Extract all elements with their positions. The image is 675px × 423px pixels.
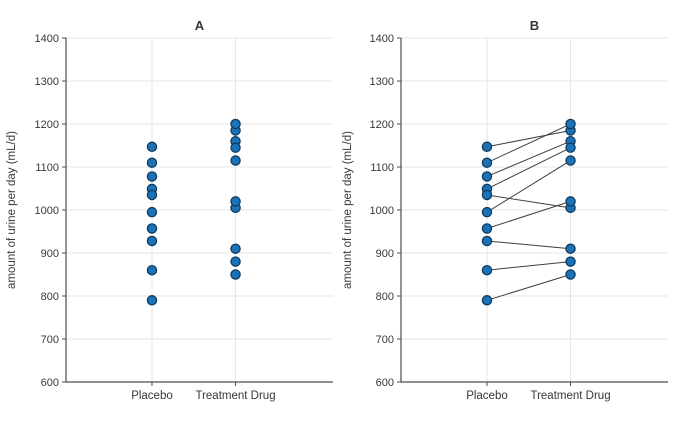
treatment-marker — [230, 118, 241, 130]
y-tick-label: 1100 — [370, 162, 394, 174]
x-tick-label: Placebo — [466, 390, 508, 402]
treatment-marker — [230, 142, 241, 153]
pair-line — [486, 200, 571, 229]
y-tick-label: 1400 — [35, 33, 59, 45]
y-axis-title: amount of urine per day (mL/d) — [6, 131, 18, 289]
pair-line — [486, 160, 571, 213]
y-tick-label: 900 — [376, 248, 394, 260]
pair-line — [486, 261, 571, 271]
placebo-marker — [481, 295, 493, 306]
treatment-marker — [565, 155, 576, 166]
treatment-marker — [565, 256, 576, 267]
treatment-marker — [230, 196, 241, 207]
pair-line — [486, 274, 571, 301]
placebo-marker — [481, 141, 493, 153]
treatment-marker — [230, 155, 241, 166]
placebo-marker — [481, 264, 493, 276]
y-tick-label: 1000 — [35, 205, 59, 217]
x-tick-label: Treatment Drug — [195, 390, 275, 402]
placebo-marker — [481, 235, 493, 247]
y-tick-label: 1200 — [35, 119, 59, 131]
pair-line — [486, 147, 571, 190]
panel-title: A — [195, 18, 205, 33]
y-tick-label: 600 — [376, 377, 394, 389]
placebo-marker — [146, 141, 158, 153]
x-tick-label: Placebo — [131, 390, 173, 402]
placebo-marker — [146, 189, 158, 201]
y-tick-label: 600 — [41, 377, 59, 389]
treatment-marker — [230, 243, 241, 254]
placebo-marker — [146, 264, 158, 276]
y-tick-label: 1400 — [370, 33, 394, 45]
placebo-marker — [481, 206, 493, 218]
y-tick-label: 1300 — [35, 76, 59, 88]
placebo-marker — [481, 157, 493, 168]
y-tick-label: 1100 — [35, 162, 59, 174]
y-tick-label: 1000 — [370, 205, 394, 217]
treatment-marker — [230, 269, 241, 280]
placebo-marker — [146, 171, 158, 182]
placebo-marker — [146, 157, 158, 168]
y-tick-label: 800 — [376, 291, 394, 303]
panel-title: B — [530, 18, 539, 33]
placebo-marker — [146, 206, 158, 218]
y-axis-title: amount of urine per day (mL/d) — [342, 131, 354, 289]
placebo-marker — [146, 235, 158, 247]
pair-line — [486, 240, 571, 250]
y-tick-label: 1300 — [370, 76, 394, 88]
placebo-marker — [481, 189, 493, 201]
y-tick-label: 700 — [376, 334, 394, 346]
pair-line — [486, 140, 571, 177]
placebo-marker — [146, 223, 158, 234]
placebo-marker — [146, 295, 158, 306]
placebo-marker — [481, 223, 493, 234]
y-tick-label: 1200 — [370, 119, 394, 131]
pair-line — [486, 123, 571, 164]
treatment-marker — [565, 269, 576, 280]
x-tick-label: Treatment Drug — [530, 390, 610, 402]
y-tick-label: 900 — [41, 248, 59, 260]
placebo-marker — [481, 171, 493, 182]
treatment-marker — [565, 118, 576, 130]
y-tick-label: 700 — [41, 334, 59, 346]
treatment-marker — [565, 243, 576, 254]
treatment-marker — [565, 142, 576, 153]
y-tick-label: 800 — [41, 291, 59, 303]
treatment-marker — [565, 196, 576, 207]
treatment-marker — [230, 256, 241, 267]
pair-line — [486, 129, 571, 148]
